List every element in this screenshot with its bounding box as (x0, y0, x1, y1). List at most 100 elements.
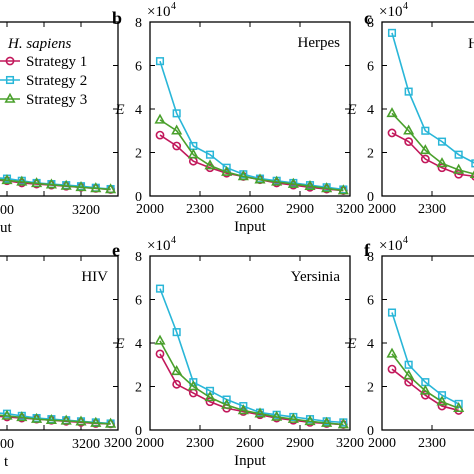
panel-c-series-3-line (391, 112, 474, 175)
panel-a-series-3-line (0, 178, 111, 191)
panel-e-series-2-point (222, 395, 231, 404)
panel-b-series-3-point (304, 179, 316, 191)
panel-b-y-tick-label: 2 (135, 147, 142, 162)
legend-title: H. sapiens (7, 36, 71, 52)
panel-c-y-tick-label: 0 (367, 190, 374, 205)
panel-f-series-2-point (454, 399, 463, 408)
panel-f-y-tick-label: 0 (367, 424, 374, 439)
panel-c-series-3-point (453, 163, 465, 174)
panel-b-series-2-point (155, 57, 165, 66)
panel-b-title: Herpes (298, 35, 341, 51)
panel-a-partial-x-tick-label: 00 (0, 203, 14, 218)
panel-d-series-3-point (1, 409, 13, 420)
panel-b-series-1-point (172, 141, 182, 151)
panel-f-y-tick-label: 2 (367, 381, 374, 396)
panel-e-series-3-point (171, 365, 183, 376)
panel-f-series-2-line (391, 312, 460, 405)
panel-f-y-tick-label: 6 (367, 294, 374, 309)
panel-e-series-3-point (271, 410, 283, 421)
panel-f-series-3-point (386, 347, 398, 358)
panel-b-series-2-line (159, 60, 344, 191)
panel-letter-f: f (364, 240, 371, 260)
panel-e-title: Yersinia (291, 269, 341, 285)
panel-e-series-3-point (154, 334, 166, 345)
panel-b-series-3-point (271, 175, 283, 186)
panel-e-x-tick-label: 3200 (336, 436, 364, 451)
panel-f-series-3-line (391, 353, 459, 409)
panel-d-partial-x-axis-label: t (4, 454, 9, 470)
panel-e-series-2-point (155, 284, 165, 293)
panel-d-partial-x-tick-label: 00 (0, 437, 14, 452)
panel-f-series-3-point (419, 384, 431, 395)
panel-b-series-3-point (237, 170, 249, 181)
panel-e-x-tick-label: 2900 (286, 436, 314, 451)
legend-entry-2: Strategy 2 (26, 73, 87, 89)
panel-e-series-2-line (159, 288, 344, 424)
panel-f-series-2-point (404, 360, 413, 369)
panel-b-series-3-point (337, 184, 349, 195)
panel-a-x-tick-label: 3200 (72, 203, 100, 218)
panel-e-series-2-point (172, 328, 181, 337)
panel-b-series-3-point (254, 173, 266, 184)
panel-f-y-multiplier-exponent: 4 (403, 235, 408, 246)
panel-b-series-3-point (221, 165, 233, 176)
panel-f-series-3-point (436, 395, 448, 406)
panel-e-y-tick-label: 4 (135, 337, 142, 352)
panel-e-series-3-line (159, 340, 344, 426)
panel-c-partial-title: H (468, 36, 474, 52)
panel-b-series-1-line (159, 134, 344, 192)
panel-e-series-3-point (187, 380, 199, 391)
panel-f-y-axis-label: E (346, 336, 356, 352)
panel-c-series-1-point (404, 137, 414, 147)
panel-b-y-multiplier-exponent: 4 (171, 1, 176, 12)
panel-d-series-3-point (16, 411, 28, 422)
panel-a-partial-x-axis-label: ut (0, 220, 13, 236)
panel-b-x-tick-label: 2900 (286, 202, 314, 217)
panel-c-y-tick-label: 8 (367, 16, 374, 31)
panel-e-y-multiplier: ×10 (147, 238, 170, 254)
panel-e-series-2-point (239, 402, 248, 411)
panel-d-series-3-point (31, 412, 43, 423)
panel-c-y-tick-label: 2 (367, 147, 374, 162)
panel-f-x-tick-label: 2300 (418, 436, 446, 451)
panel-c-series-3-point (419, 144, 431, 155)
panel-a-series-3-point (45, 178, 57, 189)
panel-f-y-tick-label: 4 (367, 337, 374, 352)
panel-e-y-tick-label: 6 (135, 294, 142, 309)
panel-f-y-tick-label: 8 (367, 250, 374, 265)
panel-e-series-3-point (221, 398, 233, 409)
panel-c-series-3-point (469, 170, 474, 179)
panel-b-series-2-point (222, 163, 231, 172)
panel-b-series-3-point (154, 113, 166, 124)
panel-d-series-3-point (105, 417, 117, 428)
panel-f-series-3-point (403, 369, 415, 380)
panel-b-series-3-point (204, 159, 216, 170)
panel-f-series-2-point (387, 308, 397, 317)
panel-b-x-tick-label: 3200 (336, 202, 364, 217)
panel-b-series-2-point (205, 150, 215, 159)
panel-b-y-multiplier: ×10 (147, 4, 170, 20)
panel-b-series-3-point (287, 177, 299, 188)
panel-b-y-tick-label: 8 (135, 16, 142, 31)
panel-b-x-axis-label: Input (234, 219, 266, 235)
panel-c-series-2-point (421, 126, 430, 135)
panel-f-y-multiplier: ×10 (379, 238, 402, 254)
panel-letter-e: e (112, 240, 120, 260)
panel-b-y-tick-label: 4 (135, 103, 142, 118)
panel-e-y-axis-label: E (114, 336, 124, 352)
panel-e-series-3-point (337, 418, 349, 429)
panel-a-series-3-point (16, 175, 28, 186)
panel-e-series-1-point (155, 349, 165, 359)
panel-c-series-3-point (403, 124, 415, 135)
panel-b-series-3-point (321, 182, 333, 193)
panel-a-series-3-point (31, 177, 43, 188)
panel-letter-b: b (112, 8, 122, 28)
panel-d-series-3-point (60, 414, 72, 425)
panel-f-frame (381, 255, 474, 431)
panel-b-series-1-point (155, 130, 165, 140)
panel-b-y-tick-label: 6 (135, 60, 142, 75)
panel-b-x-tick-label: 2000 (136, 202, 164, 217)
panel-a-series-3-point (75, 181, 87, 192)
legend-marker-1 (5, 56, 15, 66)
panel-c-y-multiplier: ×10 (379, 4, 402, 20)
